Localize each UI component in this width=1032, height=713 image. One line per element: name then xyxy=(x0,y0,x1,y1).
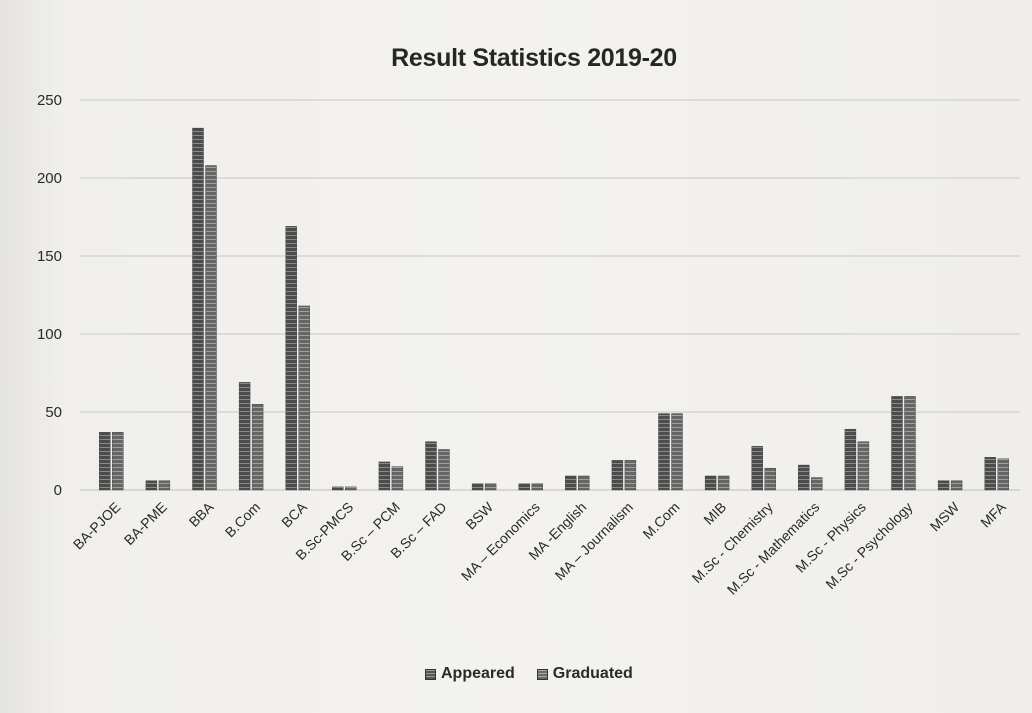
y-tick-label: 0 xyxy=(54,482,62,499)
bar-graduated xyxy=(764,467,776,491)
bar-appeared xyxy=(658,413,670,491)
bar-graduated xyxy=(112,432,124,491)
bar-appeared xyxy=(518,483,530,491)
bar-appeared xyxy=(145,480,158,491)
legend-item-appeared: Appeared xyxy=(425,665,515,683)
bar-graduated xyxy=(531,483,543,491)
bar-appeared xyxy=(378,461,391,491)
bar-appeared xyxy=(192,127,204,491)
y-tick-label: 150 xyxy=(37,248,62,265)
legend: Appeared Graduated xyxy=(425,665,633,683)
x-tick-label: M.Sc - Psychology xyxy=(822,499,915,592)
x-tick-label: B.Com xyxy=(222,499,264,541)
bar-graduated xyxy=(345,486,357,491)
bar-graduated xyxy=(997,458,1009,491)
bar-appeared xyxy=(984,457,996,491)
x-tick-label: MSW xyxy=(927,498,963,534)
bar-appeared xyxy=(751,446,763,491)
y-tick-label: 200 xyxy=(37,170,62,187)
bar-graduated xyxy=(578,475,590,491)
bar-appeared xyxy=(285,226,297,491)
bar-appeared xyxy=(332,486,344,491)
bar-graduated xyxy=(205,165,217,491)
bar-graduated xyxy=(484,483,497,491)
chart-title: Result Statistics 2019-20 xyxy=(391,44,677,72)
bar-appeared xyxy=(844,428,857,491)
bar-appeared xyxy=(238,382,251,491)
bar-appeared xyxy=(611,460,624,491)
x-tick-label: BCA xyxy=(278,498,310,530)
x-tick-label: M.Sc - Chemistry xyxy=(689,499,776,586)
bar-graduated xyxy=(158,480,171,491)
bar-appeared xyxy=(704,475,717,491)
bar-appeared xyxy=(891,396,903,491)
legend-item-graduated: Graduated xyxy=(536,665,633,683)
bars xyxy=(99,127,1009,491)
x-tick-label: BA-PME xyxy=(121,499,170,548)
legend-label-appeared: Appeared xyxy=(441,665,515,682)
bar-graduated xyxy=(251,404,264,491)
x-tick-label: BA-PJOE xyxy=(70,499,124,553)
gridlines xyxy=(80,99,1020,491)
bar-graduated xyxy=(717,475,730,491)
bar-graduated xyxy=(438,449,450,491)
bar-appeared xyxy=(798,464,810,491)
x-tick-label: MFA xyxy=(977,498,1009,530)
y-tick-label: 50 xyxy=(45,404,62,421)
bar-appeared xyxy=(99,432,111,491)
x-tick-label: BSW xyxy=(462,498,496,532)
bar-graduated xyxy=(298,305,310,491)
bar-appeared xyxy=(937,480,950,491)
bar-graduated xyxy=(857,441,870,491)
y-tick-label: 250 xyxy=(37,92,62,109)
legend-label-graduated: Graduated xyxy=(552,665,633,682)
bar-appeared xyxy=(471,483,484,491)
bar-appeared xyxy=(425,441,437,491)
x-tick-label: M.Com xyxy=(639,499,682,542)
bar-graduated xyxy=(904,396,916,491)
bar-graduated xyxy=(391,466,404,491)
bar-graduated xyxy=(671,413,683,491)
x-tick-label: BBA xyxy=(185,498,217,530)
bar-graduated xyxy=(950,480,963,491)
x-tick-label: MA – Economics xyxy=(458,499,543,584)
legend-swatch-appeared xyxy=(425,668,436,680)
bar-graduated xyxy=(624,460,637,491)
x-tick-label: MIB xyxy=(700,499,729,528)
legend-swatch-graduated xyxy=(536,668,548,680)
y-tick-label: 100 xyxy=(37,326,62,343)
y-axis-ticks: 0 50 100 150 200 250 xyxy=(37,92,62,499)
bar-graduated xyxy=(811,477,823,491)
bar-appeared xyxy=(565,475,577,491)
